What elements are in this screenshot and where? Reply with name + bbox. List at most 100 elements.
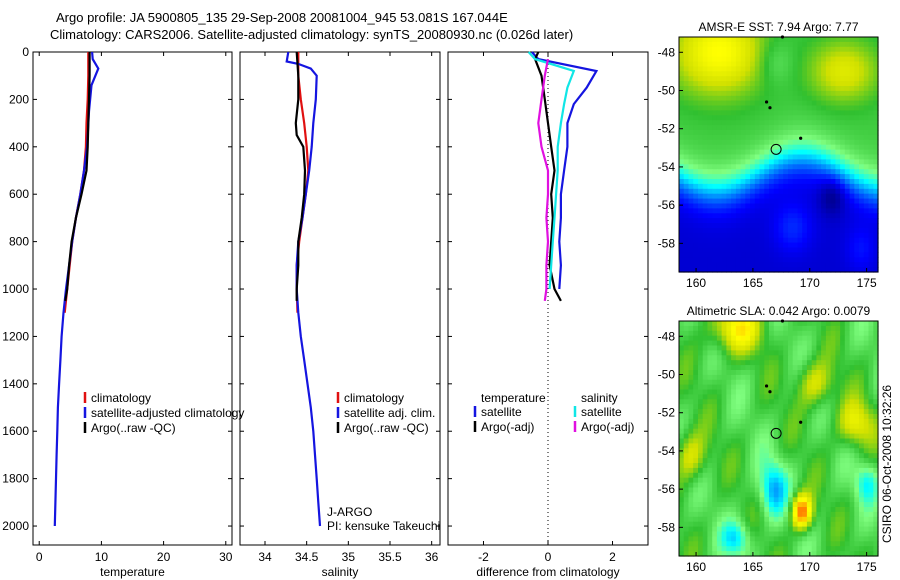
sla-cell [792, 511, 798, 518]
sst-cell [797, 125, 803, 131]
sst-cell [702, 51, 708, 58]
sla-cell [745, 448, 751, 454]
sla-cell [707, 546, 713, 552]
sst-cell [802, 213, 808, 219]
sst-cell [683, 203, 689, 209]
sst-cell [693, 51, 699, 58]
sst-cell [840, 232, 846, 239]
sst-cell [731, 110, 737, 116]
sla-cell [716, 546, 723, 552]
sst-cell [698, 61, 704, 67]
sla-cell [707, 370, 713, 376]
sla-cell [792, 482, 798, 489]
sst-cell [698, 154, 704, 160]
sla-cell [740, 448, 746, 454]
sla-cell [702, 389, 708, 395]
sla-cell [731, 370, 737, 376]
sst-cell [759, 125, 765, 131]
sla-cell [707, 443, 713, 449]
sst-cell [731, 86, 737, 92]
sla-cell [797, 409, 803, 415]
sla-cell [679, 374, 685, 381]
sst-cell [721, 115, 727, 121]
sst-cell [835, 227, 841, 234]
sst-cell [702, 66, 708, 72]
sst-cell [873, 223, 879, 229]
sst-cell [868, 193, 874, 200]
sst-cell [716, 110, 723, 116]
sst-cell [688, 110, 694, 116]
sla-cell [735, 399, 742, 405]
sla-cell [740, 340, 746, 347]
sla-cell [792, 516, 798, 523]
sst-xtick-label: 170 [800, 276, 820, 290]
sst-cell [726, 144, 732, 151]
sla-cell [792, 487, 798, 493]
sst-cell [816, 242, 822, 249]
side-label: CSIRO 06-Oct-2008 10:32:26 [880, 385, 894, 543]
sst-cell [868, 66, 874, 72]
sst-cell [788, 169, 794, 175]
sst-cell [754, 198, 761, 205]
sst-cell [816, 237, 822, 244]
sst-cell [868, 134, 874, 141]
sst-cell [849, 154, 855, 160]
sla-cell [854, 531, 860, 537]
sst-cell [764, 125, 770, 131]
sst-cell [679, 159, 685, 165]
sst-cell [830, 90, 836, 97]
sst-cell [679, 76, 685, 82]
sst-cell [745, 223, 751, 229]
sla-cell [821, 448, 827, 454]
sla-cell [693, 492, 699, 498]
sst-cell [792, 90, 798, 97]
sla-cell [698, 472, 704, 479]
sla-cell [825, 497, 832, 503]
sla-cell [688, 507, 694, 513]
sla-cell [788, 355, 794, 361]
sst-cell [764, 188, 770, 195]
sst-cell [863, 86, 870, 92]
sla-cell [821, 340, 827, 347]
sla-cell [816, 472, 822, 479]
sst-cell [835, 262, 841, 268]
sla-cell [802, 516, 808, 523]
sst-cell [859, 86, 865, 92]
sst-cell [797, 227, 803, 234]
sst-cell [811, 164, 817, 170]
sla-cell [721, 404, 727, 410]
sla-cell [745, 423, 751, 430]
sst-cell [688, 223, 694, 229]
sst-cell [797, 51, 803, 58]
sla-cell [811, 438, 817, 444]
sla-cell [840, 511, 846, 518]
sla-cell [873, 330, 879, 337]
sst-cell [802, 252, 808, 258]
sst-cell [759, 262, 765, 268]
sla-cell [811, 423, 817, 430]
sla-cell [726, 321, 732, 327]
sst-cell [702, 139, 708, 146]
sla-cell [726, 399, 732, 405]
sst-cell [802, 232, 808, 239]
sst-cell [825, 164, 832, 170]
sla-cell [721, 374, 727, 381]
sla-cell [854, 355, 860, 361]
sla-cell [712, 472, 718, 479]
sst-cell [849, 115, 855, 121]
sla-cell [825, 453, 832, 459]
sst-cell [707, 213, 713, 219]
sst-cell [835, 51, 841, 58]
sst-cell [792, 51, 798, 58]
sst-cell [731, 198, 737, 205]
sst-cell [835, 198, 841, 205]
sst-cell [825, 125, 832, 131]
sst-cell [830, 105, 836, 111]
sst-cell [792, 169, 798, 175]
sst-cell [745, 56, 751, 63]
sst-cell [783, 164, 789, 170]
sla-cell [821, 365, 827, 371]
sst-cell [863, 203, 870, 209]
sst-cell [854, 208, 860, 214]
sst-xtick-label: 175 [857, 276, 877, 290]
